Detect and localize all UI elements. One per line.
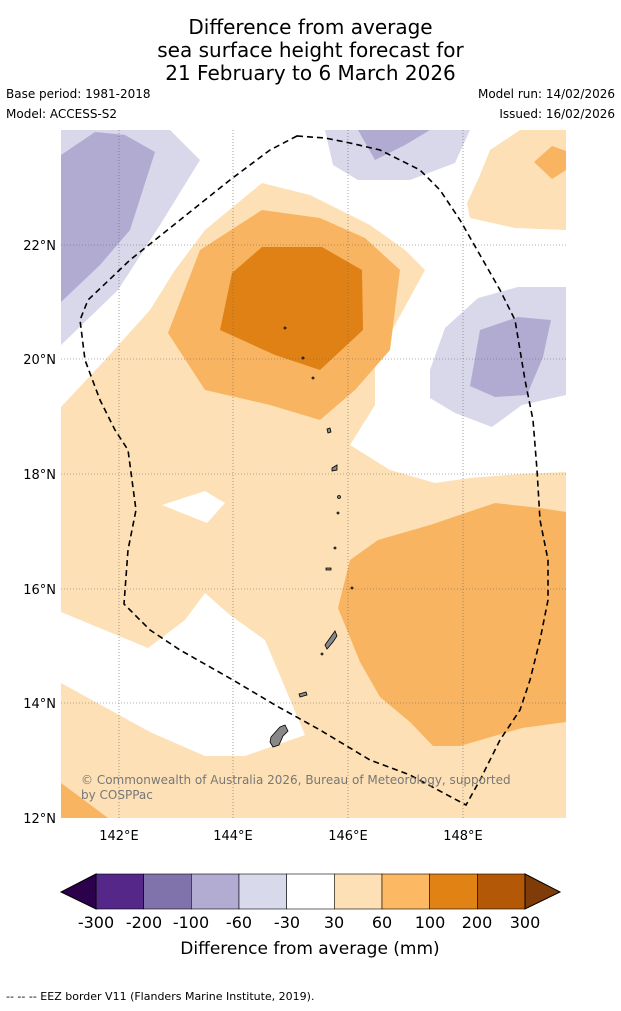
- colorbar-bin: [238, 873, 287, 910]
- colorbar-tick: 300: [510, 913, 541, 932]
- colorbar-tick: 60: [372, 913, 392, 932]
- lat-label: 16°N: [23, 583, 56, 598]
- colorbar-bin: [429, 873, 478, 910]
- colorbar-tick: -200: [126, 913, 162, 932]
- title-line-3: 21 February to 6 March 2026: [165, 61, 456, 85]
- island: [311, 376, 315, 380]
- positive-anomaly-region: [534, 146, 566, 179]
- mariana-islands: [269, 326, 354, 748]
- eez-border: [79, 135, 549, 807]
- latitude-labels: 22°N 20°N 18°N 16°N 14°N 12°N: [23, 239, 56, 827]
- colorbar-tick: -60: [226, 913, 252, 932]
- anomaly-minus-60-100: [61, 130, 551, 397]
- colorbar-bin: [191, 873, 240, 910]
- colorbar-low-extend: [59, 873, 97, 910]
- negative-anomaly-region: [358, 130, 430, 160]
- map-field: © Commonwealth of Australia 2026, Bureau…: [61, 130, 566, 818]
- island: [326, 427, 332, 434]
- title-line-1: Difference from average: [188, 15, 433, 39]
- colorbar-tick: 100: [415, 913, 446, 932]
- lon-label: 146°E: [328, 829, 368, 844]
- lat-label: 18°N: [23, 468, 56, 483]
- colorbar-label: Difference from average (mm): [180, 939, 439, 959]
- positive-anomaly-region: [467, 130, 566, 230]
- colorbar-bin: [286, 873, 335, 910]
- model-run: Model run: 14/02/2026: [477, 87, 615, 101]
- colorbar-bin: [95, 873, 144, 910]
- colorbar-ticks: -300 -200 -100 -60 -30 30 60 100 200 300: [78, 913, 540, 932]
- lat-label: 12°N: [23, 812, 56, 827]
- island: [350, 586, 354, 590]
- colorbar-tick: 200: [462, 913, 493, 932]
- island: [283, 326, 287, 330]
- colorbar-bin: [143, 873, 192, 910]
- colorbar-bin: [477, 873, 526, 910]
- island: [298, 691, 308, 698]
- lat-label: 20°N: [23, 353, 56, 368]
- colorbar-tick: -300: [78, 913, 114, 932]
- lon-label: 144°E: [213, 829, 253, 844]
- colorbar-high-extend: [524, 873, 562, 910]
- lat-label: 14°N: [23, 697, 56, 712]
- lat-label: 22°N: [23, 239, 56, 254]
- longitude-labels: 142°E 144°E 146°E 148°E: [99, 829, 483, 844]
- lon-label: 148°E: [443, 829, 483, 844]
- base-period: Base period: 1981-2018: [6, 87, 151, 101]
- colorbar-tick: 30: [324, 913, 344, 932]
- positive-anomaly-region: [61, 783, 108, 818]
- model-name: Model: ACCESS-S2: [6, 107, 118, 121]
- copyright-credit: © Commonwealth of Australia 2026, Bureau…: [81, 773, 511, 787]
- colorbar-tick: -100: [173, 913, 209, 932]
- eez-footnote: -- -- -- EEZ border V11 (Flanders Marine…: [6, 990, 315, 1003]
- anomaly-60-100: [61, 146, 566, 818]
- island: [333, 546, 337, 550]
- neutral-pocket: [162, 491, 225, 523]
- title-line-2: sea surface height forecast for: [157, 38, 464, 62]
- colorbar-tick: -30: [274, 913, 300, 932]
- island: [325, 567, 332, 571]
- issued-date: Issued: 16/02/2026: [499, 107, 615, 121]
- negative-anomaly-region: [61, 132, 155, 302]
- island: [331, 464, 338, 472]
- island: [336, 511, 340, 515]
- positive-anomaly-region: [338, 503, 566, 746]
- colorbar-bins: [95, 873, 526, 910]
- lon-label: 142°E: [99, 829, 139, 844]
- copyright-credit-line-2: by COSPPac: [81, 788, 153, 802]
- sea-height-map: © Commonwealth of Australia 2026, Bureau…: [23, 130, 566, 844]
- island: [301, 356, 305, 360]
- colorbar-legend: -300 -200 -100 -60 -30 30 60 100 200 300…: [59, 873, 562, 959]
- map-title: Difference from average sea surface heig…: [0, 16, 621, 85]
- colorbar-bin: [381, 873, 430, 910]
- island: [337, 495, 341, 499]
- negative-anomaly-region: [470, 317, 551, 397]
- graticule: [61, 130, 566, 818]
- island: [324, 630, 338, 650]
- negative-anomaly-region: [325, 130, 470, 180]
- island: [320, 652, 324, 656]
- colorbar-bin: [334, 873, 383, 910]
- anomaly-100-200-region: [220, 247, 363, 370]
- island: [269, 724, 289, 748]
